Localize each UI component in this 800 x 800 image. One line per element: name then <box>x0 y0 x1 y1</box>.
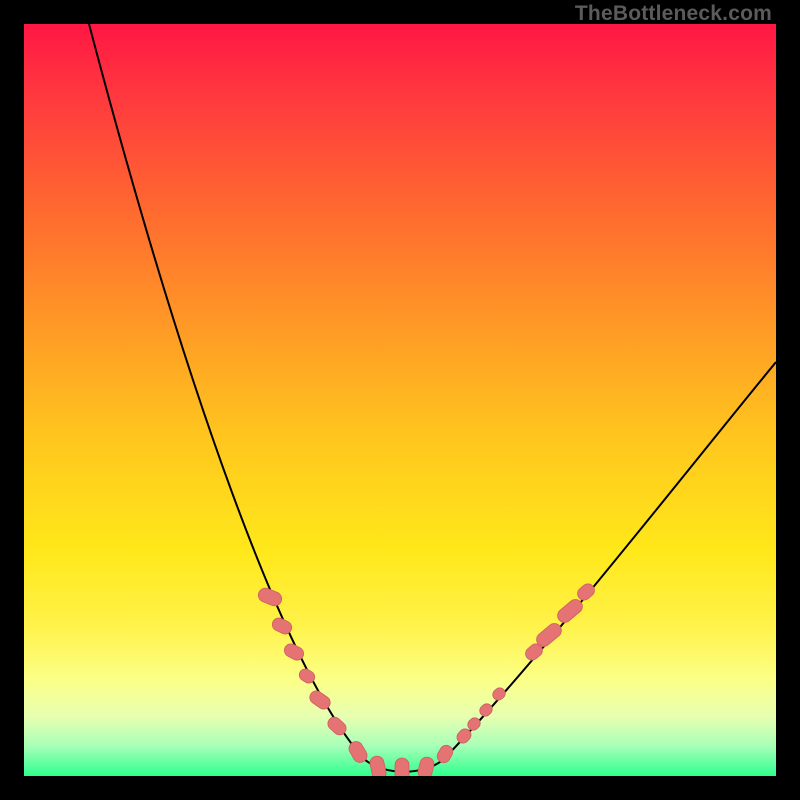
data-marker <box>575 581 597 603</box>
data-marker <box>490 686 507 703</box>
data-marker <box>477 702 494 719</box>
data-marker <box>435 743 455 765</box>
curve-layer <box>24 24 776 776</box>
data-marker <box>417 756 436 776</box>
bottleneck-curve <box>89 24 776 772</box>
plot-area <box>24 24 776 776</box>
watermark-label: TheBottleneck.com <box>575 2 772 26</box>
marker-group <box>256 581 597 776</box>
data-marker <box>256 586 283 608</box>
data-marker <box>369 755 388 776</box>
data-marker <box>395 758 409 776</box>
chart-frame: TheBottleneck.com <box>0 0 800 800</box>
